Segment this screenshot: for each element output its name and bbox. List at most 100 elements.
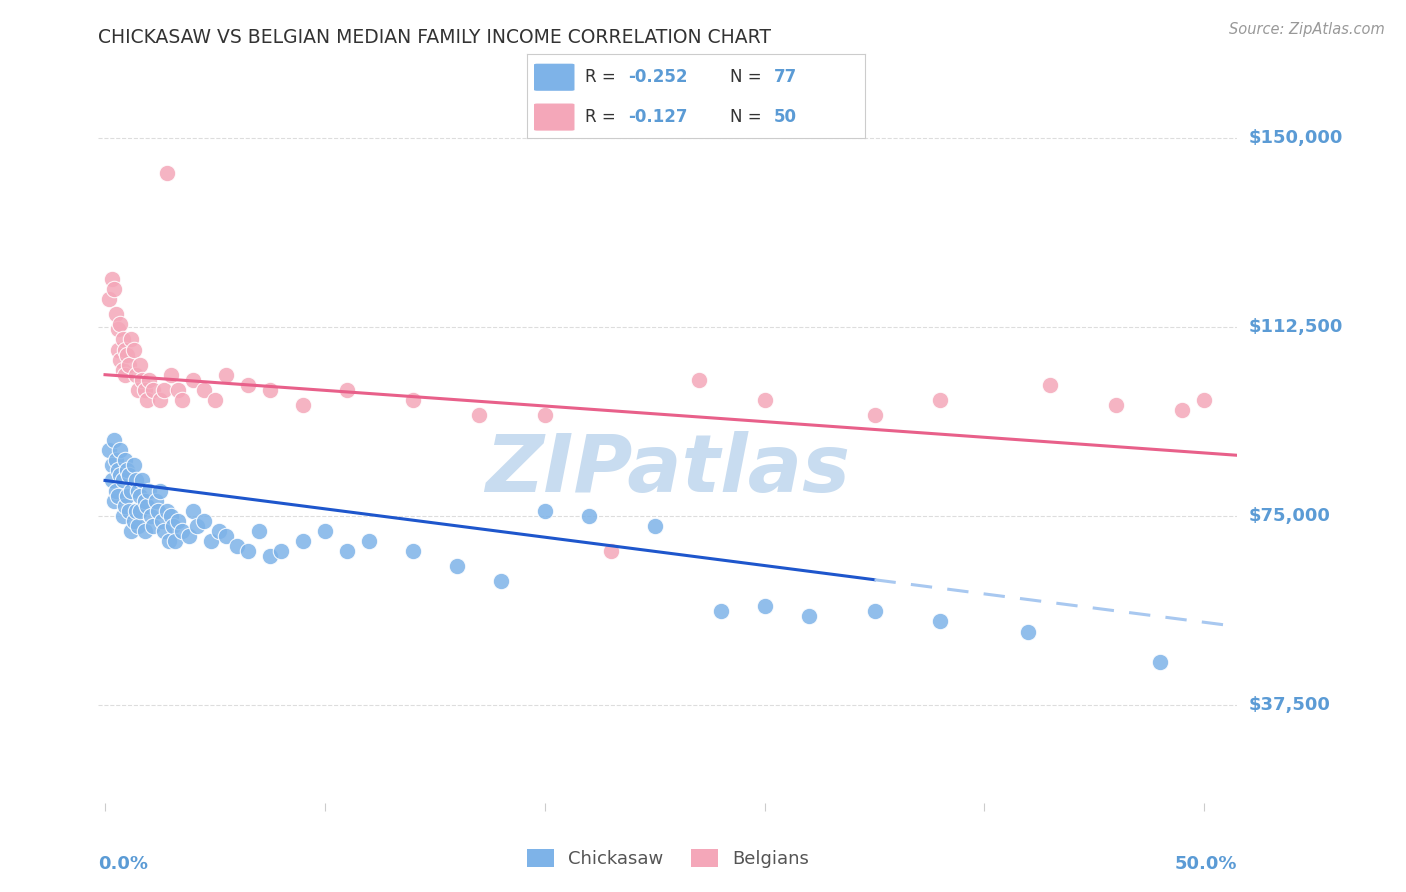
Point — [114, 499, 136, 513]
Point — [103, 282, 125, 296]
Point — [122, 458, 145, 473]
Point — [131, 373, 153, 387]
Point — [259, 549, 281, 563]
Point — [291, 398, 314, 412]
Point — [111, 508, 134, 523]
Point — [105, 453, 128, 467]
Point — [115, 489, 138, 503]
Point — [120, 483, 142, 498]
Point — [754, 392, 776, 407]
Point — [644, 518, 666, 533]
Point — [110, 318, 132, 332]
Point — [115, 463, 138, 477]
Point — [115, 347, 138, 361]
Point — [177, 529, 200, 543]
Point — [127, 383, 149, 397]
Point — [135, 499, 157, 513]
Point — [138, 373, 160, 387]
Point — [114, 453, 136, 467]
Point — [131, 474, 153, 488]
Point — [929, 615, 952, 629]
Point — [118, 358, 141, 372]
Point — [134, 524, 156, 538]
Point — [98, 292, 121, 306]
Point — [1149, 655, 1171, 669]
Point — [114, 343, 136, 357]
Point — [200, 533, 222, 548]
Point — [135, 392, 157, 407]
Point — [489, 574, 512, 589]
Point — [336, 544, 359, 558]
Point — [146, 504, 169, 518]
Point — [100, 474, 122, 488]
Text: ZIPatlas: ZIPatlas — [485, 431, 851, 508]
Text: 77: 77 — [773, 69, 797, 87]
Point — [166, 514, 188, 528]
Text: R =: R = — [585, 69, 620, 87]
Point — [236, 544, 259, 558]
Point — [754, 599, 776, 614]
Point — [291, 533, 314, 548]
Point — [114, 368, 136, 382]
Point — [129, 489, 152, 503]
Point — [142, 383, 165, 397]
Point — [446, 559, 468, 574]
Point — [142, 518, 165, 533]
Point — [1105, 398, 1128, 412]
Point — [165, 533, 187, 548]
Point — [247, 524, 270, 538]
Point — [160, 368, 183, 382]
Point — [118, 468, 141, 483]
Point — [468, 408, 491, 422]
Point — [357, 533, 380, 548]
Text: N =: N = — [730, 108, 766, 126]
Point — [111, 474, 134, 488]
Point — [155, 504, 177, 518]
Point — [688, 373, 710, 387]
Point — [193, 514, 215, 528]
FancyBboxPatch shape — [534, 63, 575, 91]
Point — [150, 514, 173, 528]
Point — [149, 483, 172, 498]
Point — [710, 604, 733, 618]
Point — [110, 352, 132, 367]
Text: Source: ZipAtlas.com: Source: ZipAtlas.com — [1229, 22, 1385, 37]
Text: -0.127: -0.127 — [628, 108, 688, 126]
Point — [533, 504, 555, 518]
Point — [797, 609, 820, 624]
Point — [149, 392, 172, 407]
Text: R =: R = — [585, 108, 620, 126]
Point — [402, 544, 425, 558]
Point — [111, 333, 134, 347]
Point — [578, 508, 600, 523]
Point — [170, 524, 193, 538]
Point — [208, 524, 231, 538]
Point — [103, 433, 125, 447]
Point — [120, 333, 142, 347]
Point — [157, 533, 180, 548]
Point — [259, 383, 281, 397]
Point — [162, 518, 184, 533]
Point — [105, 483, 128, 498]
Text: CHICKASAW VS BELGIAN MEDIAN FAMILY INCOME CORRELATION CHART: CHICKASAW VS BELGIAN MEDIAN FAMILY INCOM… — [98, 28, 772, 47]
Point — [103, 493, 125, 508]
Point — [120, 524, 142, 538]
Point — [153, 383, 176, 397]
Point — [125, 504, 148, 518]
Point — [160, 508, 183, 523]
Text: -0.252: -0.252 — [628, 69, 688, 87]
Text: 0.0%: 0.0% — [98, 855, 149, 872]
Point — [1039, 377, 1062, 392]
Point — [215, 368, 238, 382]
Point — [125, 368, 148, 382]
Point — [1017, 624, 1039, 639]
Point — [204, 392, 226, 407]
Point — [193, 383, 215, 397]
Point — [122, 343, 145, 357]
Point — [118, 504, 141, 518]
Point — [111, 362, 134, 376]
Point — [107, 343, 129, 357]
Text: $112,500: $112,500 — [1249, 318, 1343, 336]
Text: N =: N = — [730, 69, 766, 87]
Point — [153, 524, 176, 538]
